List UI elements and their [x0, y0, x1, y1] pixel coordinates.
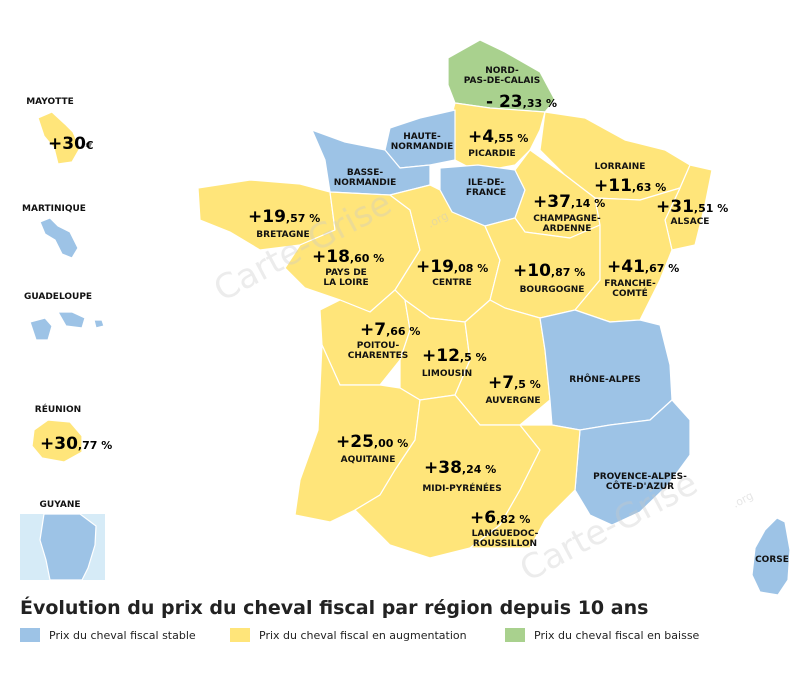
legend-swatch-increase: [230, 628, 250, 642]
region-label-ile-de-france: FRANCE: [466, 188, 506, 198]
region-shape-martinique[interactable]: [39, 217, 79, 259]
region-label-reunion: RÉUNION: [35, 403, 81, 415]
region-label-ile-de-france: ILE-DE-: [468, 178, 505, 188]
region-shape-nord[interactable]: [447, 39, 556, 113]
region-label-centre: CENTRE: [432, 278, 472, 288]
region-label-lorraine: LORRAINE: [595, 162, 646, 172]
region-label-champagne: ARDENNE: [543, 224, 592, 234]
region-value-bourgogne: +10,87 %: [513, 261, 585, 281]
region-label-alsace: ALSACE: [671, 217, 710, 227]
region-shapes: [29, 39, 791, 596]
region-label-nord: NORD-: [485, 66, 519, 76]
region-value-mayotte: +30€: [48, 134, 94, 154]
region-value-alsace: +31,51 %: [656, 197, 728, 217]
region-label-guyane: GUYANE: [40, 500, 81, 510]
region-label-paca: PROVENCE-ALPES-: [593, 472, 687, 482]
region-label-basse-normandie: NORMANDIE: [334, 178, 397, 188]
legend-label-increase: Prix du cheval fiscal en augmentation: [259, 628, 467, 642]
region-label-languedoc: LANGUEDOC-: [472, 529, 539, 539]
region-label-martinique: MARTINIQUE: [22, 204, 86, 214]
region-label-aquitaine: AQUITAINE: [341, 455, 396, 465]
region-value-champagne: +37,14 %: [533, 192, 605, 212]
region-label-auvergne: AUVERGNE: [485, 396, 540, 406]
region-label-poitou: CHARENTES: [348, 351, 408, 361]
region-shape-reunion[interactable]: [31, 419, 83, 463]
region-label-franche-comte: FRANCHE-: [604, 279, 656, 289]
region-label-franche-comte: COMTÉ: [612, 287, 648, 299]
region-value-lorraine: +11,63 %: [594, 176, 666, 196]
region-label-rhone-alpes: RHÔNE-ALPES: [569, 373, 640, 385]
region-label-pays-de-la-loire: PAYS DE: [325, 268, 367, 278]
legend-label-decrease: Prix du cheval fiscal en baisse: [534, 628, 700, 642]
region-label-limousin: LIMOUSIN: [422, 369, 472, 379]
region-value-nord: - 23,33 %: [486, 92, 557, 112]
region-shape-guadeloupe-2[interactable]: [57, 311, 86, 329]
region-label-guadeloupe: GUADELOUPE: [24, 292, 92, 302]
region-labels: NORD-PAS-DE-CALAIS - 23,33 % PICARDIE +4,55…: [22, 66, 789, 565]
region-value-languedoc: +6,82 %: [470, 508, 530, 528]
region-shape-languedoc[interactable]: [469, 424, 581, 549]
guyane-inset: [20, 513, 105, 581]
region-label-bourgogne: BOURGOGNE: [520, 285, 585, 295]
watermark-2-suffix: .org: [730, 489, 755, 511]
france-region-map: Carte-Grise .org Carte-Grise .org NORD-P…: [20, 39, 791, 596]
legend-swatch-decrease: [505, 628, 525, 642]
region-value-franche-comte: +41,67 %: [607, 257, 679, 277]
region-shape-basse-normandie[interactable]: [311, 129, 431, 196]
map-title: Évolution du prix du cheval fiscal par r…: [20, 597, 649, 619]
region-shape-guadeloupe-3[interactable]: [93, 319, 105, 329]
region-value-picardie: +4,55 %: [468, 127, 528, 147]
legend-item-decrease: Prix du cheval fiscal en baisse: [505, 628, 699, 642]
region-label-languedoc: ROUSSILLON: [473, 539, 537, 549]
region-value-pays-de-la-loire: +18,60 %: [312, 247, 384, 267]
region-shape-mayotte[interactable]: [37, 111, 81, 165]
region-label-champagne: CHAMPAGNE-: [533, 214, 601, 224]
region-shape-rhone-alpes[interactable]: [539, 309, 673, 431]
region-label-poitou: POITOU-: [357, 341, 400, 351]
region-value-auvergne: +7,5 %: [488, 373, 541, 393]
legend-swatch-stable: [20, 628, 40, 642]
region-value-reunion: +30,77 %: [40, 434, 112, 454]
region-label-midi-pyrenees: MIDI-PYRÉNÉES: [422, 482, 501, 494]
region-value-bretagne: +19,57 %: [248, 207, 320, 227]
region-value-limousin: +12,5 %: [422, 346, 487, 366]
legend-item-increase: Prix du cheval fiscal en augmentation: [230, 628, 467, 642]
region-label-nord: PAS-DE-CALAIS: [464, 76, 540, 86]
region-shape-paca[interactable]: [574, 399, 691, 526]
region-label-haute-normandie: NORMANDIE: [391, 142, 454, 152]
region-value-midi-pyrenees: +38,24 %: [424, 458, 496, 478]
region-label-pays-de-la-loire: LA LOIRE: [323, 278, 368, 288]
region-label-basse-normandie: BASSE-: [347, 168, 384, 178]
legend-item-stable: Prix du cheval fiscal stable: [20, 628, 196, 642]
region-shape-guadeloupe-1[interactable]: [29, 317, 53, 341]
region-value-poitou: +7,66 %: [360, 320, 420, 340]
region-label-paca: CÔTE-D'AZUR: [606, 480, 674, 492]
region-shape-corse[interactable]: [751, 517, 791, 596]
region-label-mayotte: MAYOTTE: [26, 97, 74, 107]
region-shape-franche-comte[interactable]: [574, 187, 681, 323]
region-label-picardie: PICARDIE: [468, 149, 515, 159]
legend-label-stable: Prix du cheval fiscal stable: [49, 628, 196, 642]
region-value-centre: +19,08 %: [416, 257, 488, 277]
region-shape-guyane[interactable]: [39, 513, 97, 581]
region-label-bretagne: BRETAGNE: [256, 230, 309, 240]
legend: Prix du cheval fiscal stable Prix du che…: [20, 628, 780, 650]
region-label-corse: CORSE: [755, 555, 789, 565]
region-value-aquitaine: +25,00 %: [336, 432, 408, 452]
region-label-haute-normandie: HAUTE-: [403, 132, 441, 142]
